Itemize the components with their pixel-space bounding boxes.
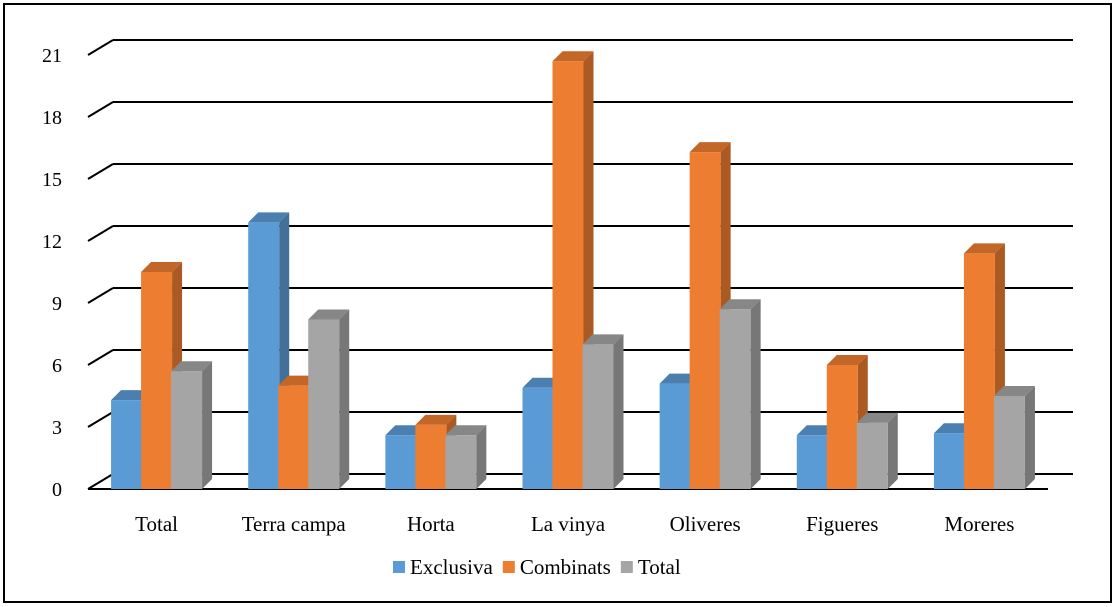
x-tick-label: Horta — [407, 512, 455, 536]
bar-top — [582, 334, 624, 345]
x-tick-label: La vinya — [531, 512, 606, 536]
bar-front — [796, 435, 828, 489]
legend-item: Exclusiva — [393, 555, 493, 579]
bar-top — [856, 412, 898, 423]
bar-side — [339, 309, 350, 489]
gridline-slant — [87, 225, 114, 242]
bar-front — [659, 383, 691, 489]
bar-front — [689, 152, 721, 489]
legend-swatch — [502, 561, 515, 573]
bar-side — [476, 425, 487, 489]
bar-front — [111, 400, 143, 489]
gridline-slant — [87, 39, 114, 56]
x-tick-label: Figueres — [806, 512, 878, 536]
bar-top — [308, 309, 350, 320]
y-tick-label: 18 — [42, 107, 62, 129]
bar-top — [993, 386, 1035, 396]
bar-front — [248, 222, 280, 489]
bar-front — [445, 435, 477, 489]
legend-item: Combinats — [502, 555, 611, 579]
bar-top — [719, 299, 761, 310]
legend-item: Total — [620, 555, 681, 579]
bar-front — [719, 309, 751, 489]
bar-total — [993, 386, 1035, 489]
gridline-slant — [87, 287, 114, 304]
bar-front — [171, 371, 203, 489]
y-tick-label: 21 — [42, 45, 62, 67]
bar-front — [141, 272, 173, 489]
bar-side — [613, 334, 624, 489]
bar-total — [308, 309, 350, 489]
bar-total — [719, 299, 761, 489]
bar-side — [1024, 386, 1035, 489]
bar-side — [887, 412, 898, 489]
gridline-slant — [87, 349, 114, 366]
gridline-slant — [87, 101, 114, 118]
x-tick-label: Oliveres — [670, 512, 741, 536]
legend-label: Exclusiva — [410, 555, 493, 579]
bar-total — [445, 425, 487, 489]
bar-top — [963, 243, 1005, 254]
x-tick-label: Total — [135, 512, 178, 536]
bar-front — [963, 253, 995, 489]
bar-total — [856, 412, 898, 489]
y-tick-label: 0 — [52, 479, 62, 501]
bar-top — [141, 262, 183, 272]
gridline-slant — [87, 411, 114, 428]
bar-front — [552, 61, 584, 489]
y-tick-label: 3 — [52, 417, 62, 439]
gridline-slant — [87, 473, 114, 490]
bar-front — [278, 385, 310, 489]
bar-front — [856, 422, 888, 489]
bar-total — [171, 361, 213, 489]
bar-front — [308, 319, 340, 489]
bar-side — [750, 299, 761, 489]
bar-front — [522, 387, 554, 489]
bar-top — [689, 142, 731, 153]
y-axis-ticks: 0 3 6 9 12 15 18 21 — [42, 45, 62, 501]
legend-label: Combinats — [520, 555, 611, 579]
bar-front — [582, 344, 614, 489]
bar-top — [826, 355, 868, 365]
y-tick-label: 6 — [52, 355, 62, 377]
legend-label: Total — [638, 555, 681, 579]
bars — [111, 51, 1035, 489]
bar-top — [415, 414, 457, 425]
x-tick-label: Terra campa — [242, 512, 347, 536]
bar-top — [445, 425, 487, 436]
x-axis-labels: Total Terra campa Horta La vinya Oliveres Fig… — [135, 512, 1014, 536]
bar-front — [993, 396, 1025, 489]
bar-side — [202, 361, 213, 489]
bar-top — [171, 361, 213, 372]
bar-front — [415, 424, 447, 489]
bar-exclusiva — [248, 212, 290, 489]
y-tick-label: 12 — [42, 231, 62, 253]
legend-swatch — [393, 561, 405, 573]
bar-top — [552, 51, 594, 62]
legend: Exclusiva Combinats Total — [393, 555, 681, 579]
y-tick-label: 9 — [52, 293, 62, 315]
bar-total — [582, 334, 624, 489]
bar-front — [933, 433, 965, 489]
bar-front — [826, 365, 858, 489]
bar-top — [248, 212, 290, 223]
y-tick-label: 15 — [42, 169, 62, 191]
gridline-slant — [87, 163, 114, 180]
legend-swatch — [620, 561, 633, 573]
x-tick-label: Moreres — [944, 512, 1014, 536]
bar-front — [385, 435, 417, 489]
